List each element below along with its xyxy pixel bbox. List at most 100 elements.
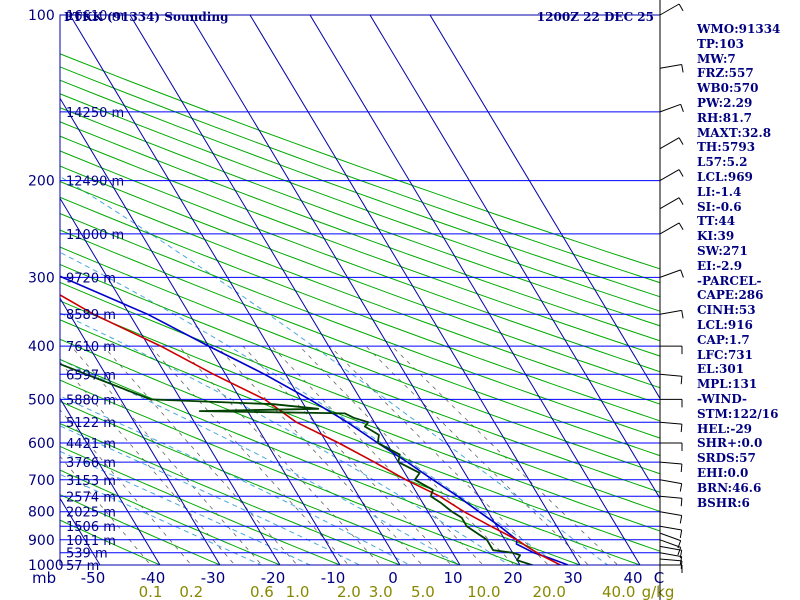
temperature-tick-label: 40 <box>623 569 642 587</box>
index-line: LCL:969 <box>697 169 753 184</box>
dry-adiabat <box>60 135 660 357</box>
wind-barb <box>659 532 682 549</box>
wind-barb-flag <box>677 540 682 549</box>
dry-adiabat <box>60 150 660 373</box>
mixing-ratio-line <box>216 345 423 565</box>
moist-adiabat <box>60 425 361 565</box>
index-line: LI:-1.4 <box>697 184 742 199</box>
index-line: MPL:131 <box>697 377 758 392</box>
index-line: SRDS:57 <box>697 451 756 466</box>
dry-adiabat <box>60 53 660 270</box>
wind-barb-flag <box>681 64 684 73</box>
index-line: KI:39 <box>697 229 735 244</box>
height-label: 12490 m <box>66 175 124 190</box>
mixing-ratio-label: 0.1 <box>139 583 163 600</box>
wind-barb-flag <box>680 269 684 278</box>
height-label: 539 m <box>66 547 108 562</box>
wind-barb-flag <box>679 529 683 538</box>
wind-barb-flag <box>679 556 683 565</box>
wind-barb-flag <box>678 3 684 12</box>
height-label: 3153 m <box>66 474 116 489</box>
pressure-tick-label: 400 <box>28 339 55 355</box>
dry-adiabat <box>60 121 660 342</box>
dry-adiabat <box>60 246 660 475</box>
mixing-ratio-line <box>149 345 350 565</box>
index-line: WB0:570 <box>697 81 759 96</box>
mixing-ratio-unit-label: g/kg <box>642 583 675 600</box>
wind-barb-flag <box>680 560 683 569</box>
index-line: TT:44 <box>697 214 736 229</box>
wind-barb-flag <box>679 483 683 492</box>
height-label: 14250 m <box>66 106 124 121</box>
mixing-ratio-label: 0.2 <box>179 583 203 600</box>
wind-barb <box>659 222 684 235</box>
wind-barb-shaft <box>659 552 682 558</box>
temperature-tick-label: 20 <box>503 569 522 587</box>
wind-barb-flag <box>678 169 684 177</box>
indices-panel: WMO:91334 TP:103 MW:7 FRZ:557 WB0:570 PW:2.29… <box>697 22 797 510</box>
dry-adiabat <box>60 180 660 405</box>
wind-barb <box>659 511 683 524</box>
index-line: WMO:91334 <box>697 22 781 36</box>
y-unit-label: mb <box>32 569 56 587</box>
moist-adiabat <box>60 175 609 565</box>
index-line: CINH:53 <box>697 303 756 318</box>
dry-adiabat <box>60 358 582 565</box>
wind-barb-shaft <box>659 525 682 531</box>
height-label: 16610 m <box>66 9 124 24</box>
index-line: PW:2.29 <box>697 95 753 110</box>
isotherm <box>60 197 281 565</box>
index-line: MW:7 <box>697 51 736 66</box>
temperature-tick-label: 0 <box>388 569 398 587</box>
mixing-ratio-line <box>103 345 298 565</box>
index-line: CAPE:286 <box>697 288 764 303</box>
index-line: CAP:1.7 <box>697 332 750 347</box>
mixing-ratio-line <box>70 345 263 565</box>
wind-barb-shaft <box>659 197 680 210</box>
isotherm <box>129 15 461 565</box>
index-line: BSHR:6 <box>697 495 750 510</box>
wind-barb-flag <box>678 222 684 231</box>
wind-barb <box>659 3 684 16</box>
index-line: SHR+:0.0 <box>697 436 763 451</box>
height-label: 7610 m <box>66 340 116 355</box>
temperature-tick-label: -10 <box>321 569 346 587</box>
dry-adiabat <box>60 263 660 493</box>
isotherm <box>309 15 641 565</box>
wind-barb <box>660 345 683 355</box>
wind-barb <box>659 479 683 492</box>
height-label: 4421 m <box>66 437 116 452</box>
index-line: -PARCEL- <box>697 273 762 288</box>
wind-barb <box>660 442 683 451</box>
height-label: 6597 m <box>66 368 116 383</box>
mixing-ratio-line <box>242 345 452 565</box>
isotherm <box>60 397 161 565</box>
dry-adiabat <box>60 445 342 565</box>
wind-barb-flag <box>680 376 683 385</box>
pressure-tick-label: 600 <box>28 436 55 452</box>
wind-barb-shaft <box>659 479 682 485</box>
pressure-tick-label: 100 <box>28 8 55 24</box>
height-label: 2025 m <box>66 506 116 521</box>
pressure-tick-label: 800 <box>28 505 55 521</box>
wind-barb <box>659 103 684 113</box>
wind-barb-flag <box>680 463 683 473</box>
dry-adiabat <box>60 281 660 512</box>
wind-barb-flag <box>680 424 683 433</box>
series-layer <box>60 275 569 565</box>
dry-adiabat <box>60 519 162 565</box>
dry-adiabat <box>60 196 660 422</box>
background-grid <box>60 15 660 565</box>
index-line: EI:-2.9 <box>697 258 743 273</box>
temperature-tick-label: 30 <box>563 569 582 587</box>
wind-barb <box>659 552 683 565</box>
dry-adiabat <box>60 494 222 565</box>
wind-barb <box>659 373 683 385</box>
dry-adiabat <box>60 93 660 312</box>
wind-barb-flag <box>677 547 682 556</box>
index-line: SW:271 <box>697 243 748 258</box>
wind-barb-flag <box>680 104 684 112</box>
wind-barb-shaft <box>659 169 680 182</box>
wind-barb-shaft <box>659 103 681 113</box>
wind-barb <box>659 558 683 569</box>
